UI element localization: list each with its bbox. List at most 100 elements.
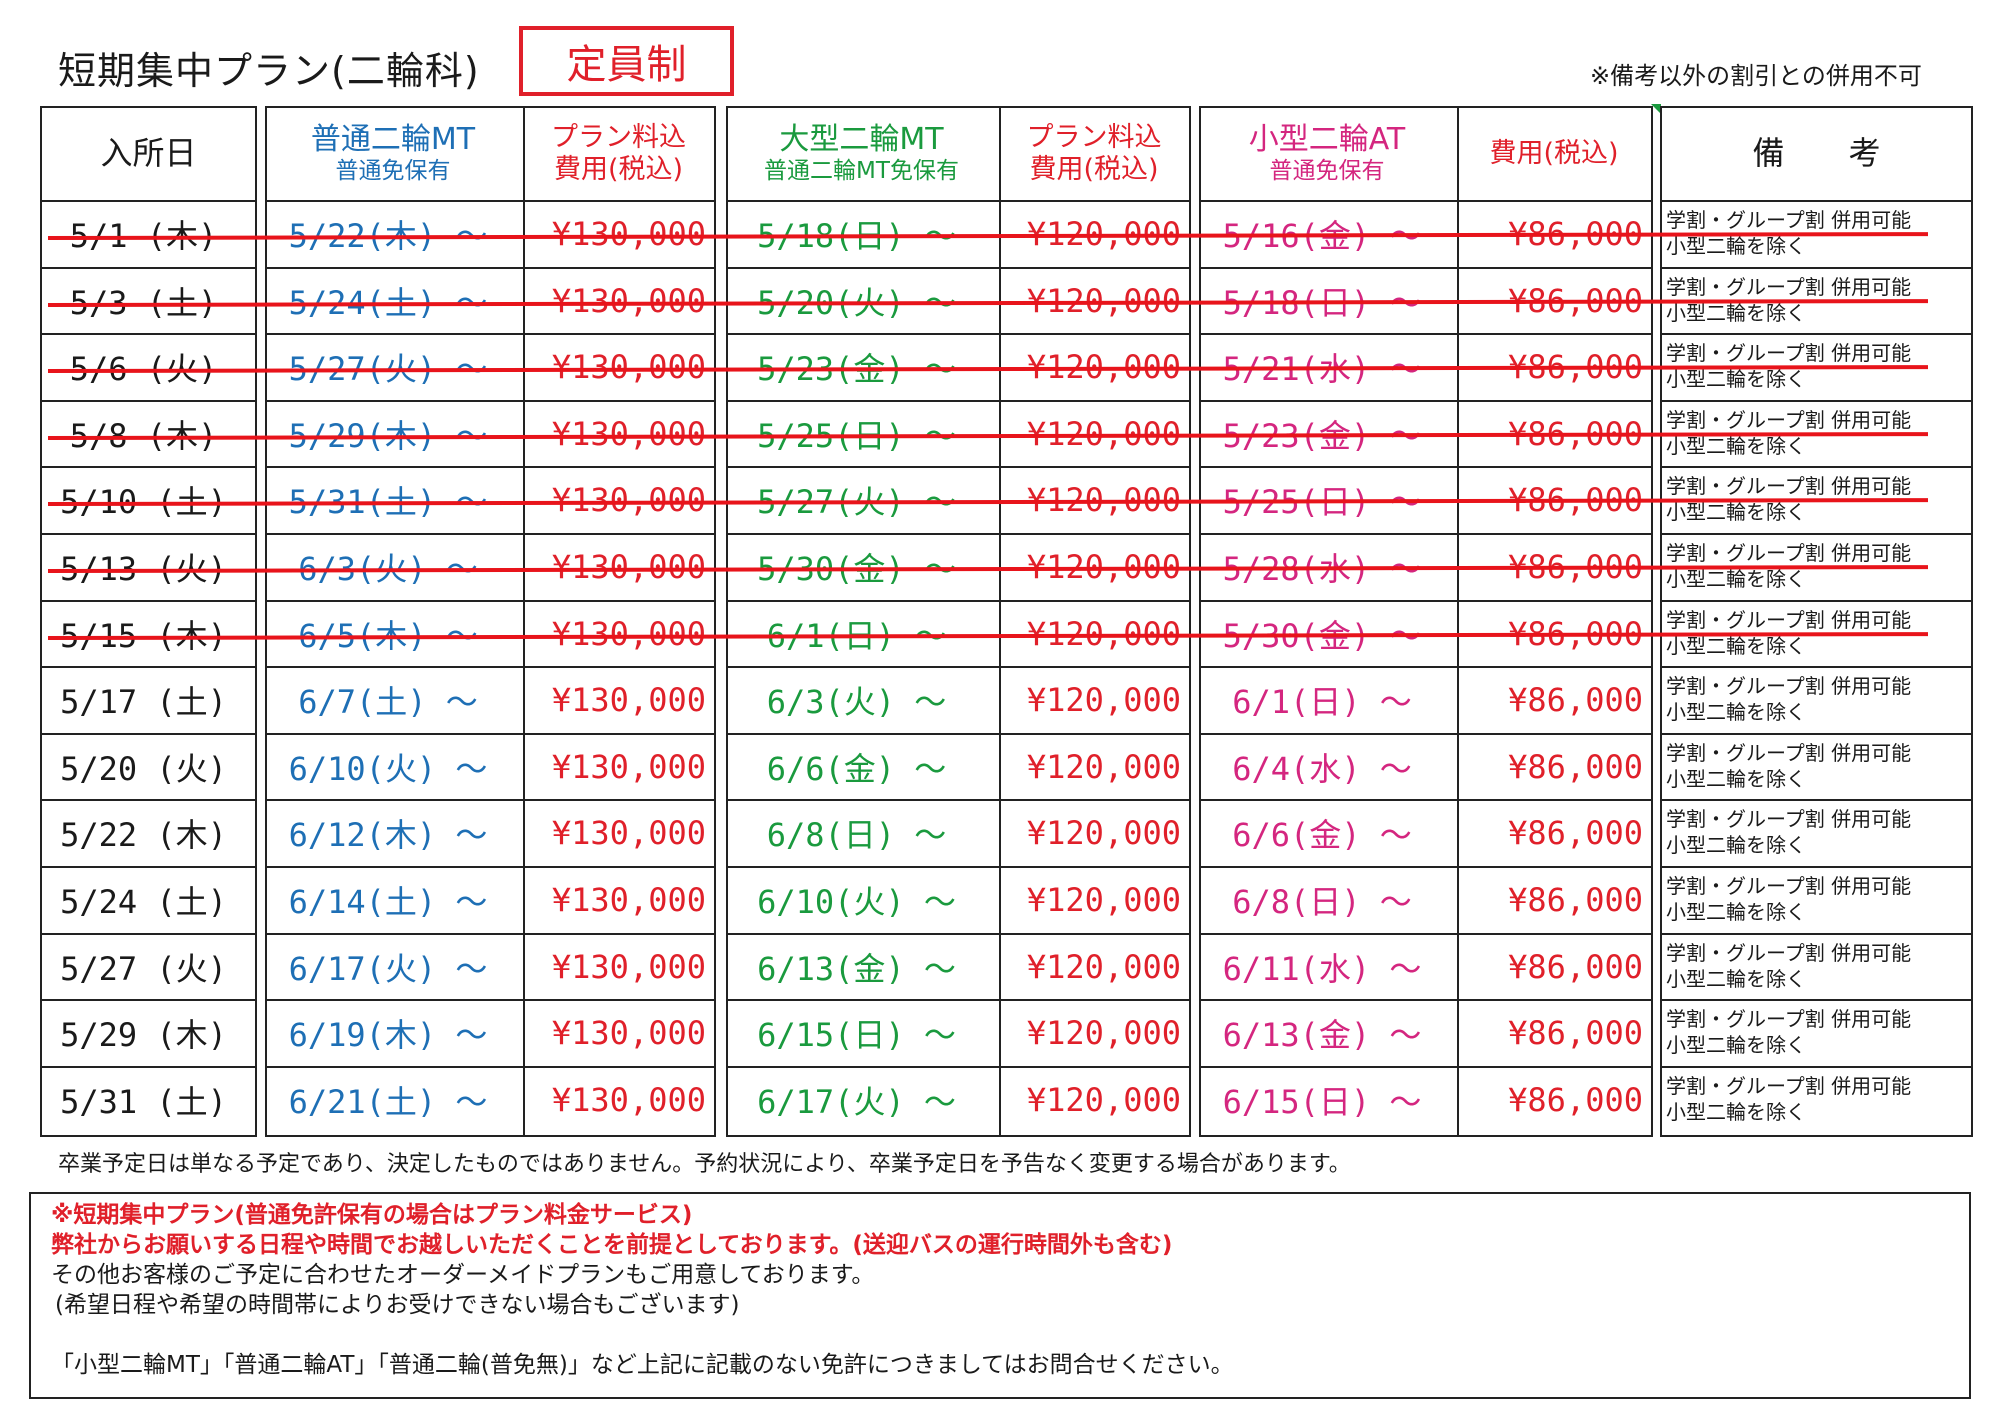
cell-fee2: ¥120,000 xyxy=(1026,681,1181,720)
remarks-discount: 学割・グループ割 併用可能 xyxy=(1666,407,1912,432)
row-separator xyxy=(1199,200,1653,202)
row-separator xyxy=(1660,932,1973,935)
cell-fee3: ¥86,000 xyxy=(1508,681,1643,720)
row-separator xyxy=(726,399,1191,402)
cell-fee1: ¥130,000 xyxy=(551,414,706,453)
cell-std: 6/7(土) ～ xyxy=(298,683,478,722)
row-separator xyxy=(726,333,1191,336)
cell-entry: 5/3 (土) xyxy=(69,283,218,322)
remarks-discount: 学割・グループ割 併用可能 xyxy=(1666,541,1912,565)
row-separator xyxy=(40,1065,257,1068)
notes-box: ※短期集中プラン(普通免許保有の場合はプラン料金サービス) 弊社からお願いする日… xyxy=(29,1192,1971,1399)
row-separator xyxy=(726,1065,1191,1068)
cell-fee2: ¥120,000 xyxy=(1026,814,1181,853)
cell-large: 5/27(火) ～ xyxy=(757,483,956,522)
row-separator xyxy=(1660,732,1973,735)
standard-mt-group xyxy=(265,106,716,1137)
row-separator xyxy=(265,399,716,402)
row-separator xyxy=(265,266,716,269)
remarks-exclusion: 小型二輪を除く xyxy=(1666,966,1806,991)
cell-large: 5/23(金) ～ xyxy=(757,350,956,389)
row-separator xyxy=(40,599,257,602)
cell-fee1: ¥130,000 xyxy=(551,1014,706,1053)
disclaimer: 卒業予定日は単なる予定であり、決定したものではありません。予約状況により、卒業予… xyxy=(58,1152,1351,1177)
cell-fee3: ¥86,000 xyxy=(1508,548,1643,586)
cell-fee1: ¥130,000 xyxy=(551,281,706,320)
row-separator xyxy=(726,999,1191,1002)
row-separator xyxy=(1660,799,1973,802)
cell-fee3: ¥86,000 xyxy=(1508,881,1643,919)
row-separator xyxy=(726,599,1191,602)
cell-large: 6/10(火) ～ xyxy=(757,883,956,921)
cell-small: 6/6(金) ～ xyxy=(1232,816,1412,855)
row-separator xyxy=(1199,866,1653,868)
remarks-exclusion: 小型二輪を除く xyxy=(1666,300,1806,325)
row-separator xyxy=(265,200,716,202)
cell-std: 6/21(土) ～ xyxy=(288,1082,488,1121)
remarks-discount: 学割・グループ割 併用可能 xyxy=(1666,208,1912,232)
row-separator xyxy=(726,932,1191,935)
row-separator xyxy=(1199,266,1653,269)
row-separator xyxy=(1660,266,1973,269)
row-separator xyxy=(265,866,716,868)
cell-fee3: ¥86,000 xyxy=(1508,814,1643,853)
remarks-discount: 学割・グループ割 併用可能 xyxy=(1666,740,1912,765)
cell-std: 6/3(火) ～ xyxy=(298,550,478,588)
cell-small: 5/16(金) ～ xyxy=(1222,217,1422,255)
comment-marker-icon xyxy=(1651,104,1661,114)
cell-small: 6/4(水) ～ xyxy=(1232,749,1412,788)
cell-large: 6/6(金) ～ xyxy=(766,749,947,788)
header-fee-3: 費用(税込) xyxy=(1489,137,1619,169)
row-separator xyxy=(265,599,716,602)
row-separator xyxy=(1199,666,1653,669)
remarks-exclusion: 小型二輪を除く xyxy=(1666,633,1806,658)
cell-std: 5/29(木) ～ xyxy=(288,416,488,455)
row-separator xyxy=(40,666,257,669)
cell-large: 6/17(火) ～ xyxy=(757,1082,956,1121)
cell-fee1: ¥130,000 xyxy=(551,1080,706,1119)
cell-large: 5/20(火) ～ xyxy=(757,283,956,322)
cell-fee3: ¥86,000 xyxy=(1508,614,1643,653)
cell-small: 6/8(日) ～ xyxy=(1232,883,1412,921)
cell-small: 5/23(金) ～ xyxy=(1222,416,1422,455)
row-separator xyxy=(726,866,1191,868)
remarks-exclusion: 小型二輪を除く xyxy=(1666,1099,1806,1124)
cell-fee3: ¥86,000 xyxy=(1508,481,1643,520)
row-separator xyxy=(1199,799,1653,802)
cell-small: 6/15(日) ～ xyxy=(1222,1082,1422,1121)
note-line-5: 「小型二輪MT」「普通二輪AT」「普通二輪(普免無)」など上記に記載のない免許に… xyxy=(51,1352,1234,1378)
remarks-exclusion: 小型二輪を除く xyxy=(1666,367,1806,392)
cell-entry: 5/31 (土) xyxy=(60,1082,227,1121)
row-separator xyxy=(726,666,1191,669)
remarks-exclusion: 小型二輪を除く xyxy=(1666,500,1806,525)
entry-column-group xyxy=(40,106,257,1137)
cell-large: 6/3(火) ～ xyxy=(766,683,947,722)
cell-std: 5/27(火) ～ xyxy=(288,350,488,389)
header-entry-date: 入所日 xyxy=(100,134,197,173)
row-separator xyxy=(265,466,716,469)
cell-small: 5/21(水) ～ xyxy=(1222,350,1422,389)
row-separator xyxy=(726,466,1191,469)
row-separator xyxy=(1660,866,1973,868)
discount-note: ※備考以外の割引との併用不可 xyxy=(1590,62,1922,90)
row-separator xyxy=(1660,466,1973,469)
row-separator xyxy=(265,799,716,802)
cell-fee2: ¥120,000 xyxy=(1026,947,1181,986)
cell-fee2: ¥120,000 xyxy=(1026,1014,1181,1053)
cell-fee1: ¥130,000 xyxy=(551,548,706,586)
row-separator xyxy=(1199,932,1653,935)
row-separator xyxy=(265,333,716,336)
row-separator xyxy=(726,533,1191,535)
cell-std: 5/24(土) ～ xyxy=(288,283,488,322)
header-large-mt: 大型二輪MT 普通二輪MT免保有 xyxy=(764,122,959,184)
row-separator xyxy=(1660,333,1973,336)
note-line-2: 弊社からお願いする日程や時間でお越しいただくことを前提としております。(送迎バス… xyxy=(51,1232,1173,1258)
cell-large: 6/15(日) ～ xyxy=(757,1016,956,1055)
cell-entry: 5/15 (木) xyxy=(60,616,227,655)
remarks-exclusion: 小型二輪を除く xyxy=(1666,567,1806,591)
remarks-exclusion: 小型二輪を除く xyxy=(1666,1033,1806,1058)
row-separator xyxy=(1199,732,1653,735)
cell-fee1: ¥130,000 xyxy=(551,215,706,253)
cell-fee1: ¥130,000 xyxy=(551,481,706,520)
note-line-3: その他お客様のご予定に合わせたオーダーメイドプランもご用意しております。 xyxy=(51,1262,875,1288)
